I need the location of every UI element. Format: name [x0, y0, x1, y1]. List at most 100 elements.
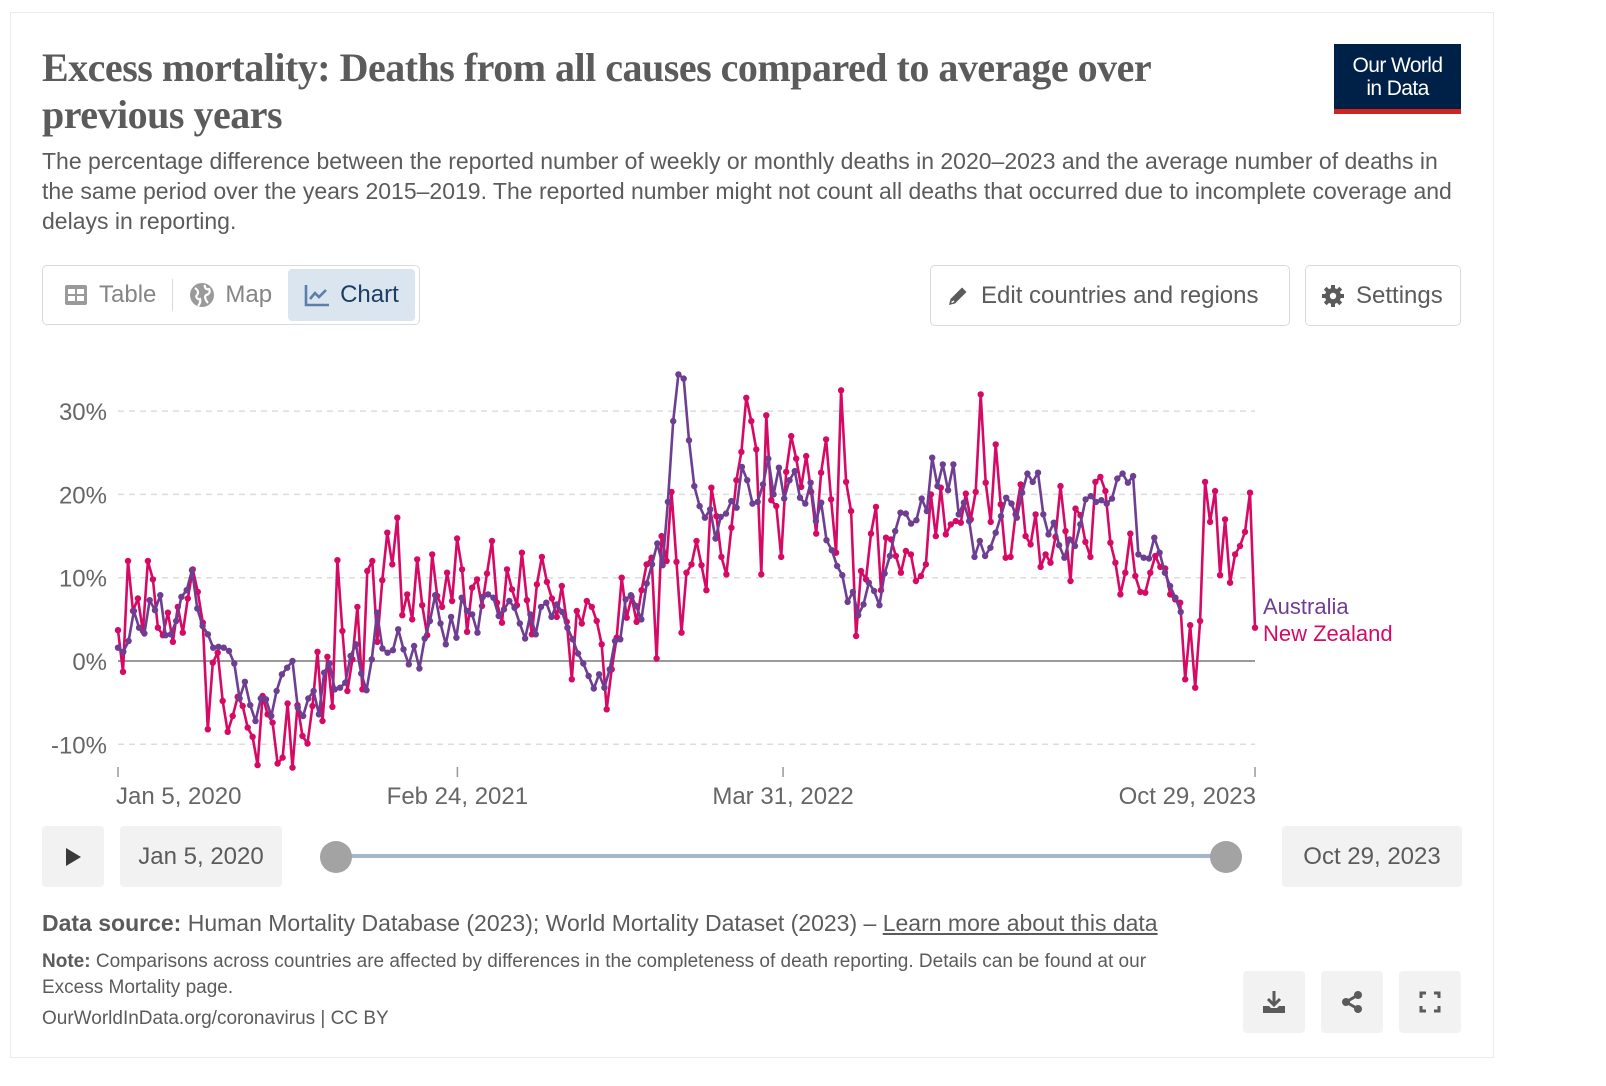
data-point[interactable] — [987, 518, 994, 526]
data-point[interactable] — [120, 648, 127, 655]
data-point[interactable] — [558, 608, 566, 616]
data-point[interactable] — [1066, 536, 1073, 543]
data-point[interactable] — [590, 685, 597, 692]
data-point[interactable] — [917, 572, 925, 580]
data-point[interactable] — [618, 574, 625, 581]
data-point[interactable] — [310, 687, 317, 695]
data-point[interactable] — [902, 547, 910, 555]
data-point[interactable] — [141, 630, 148, 637]
legend-label-australia[interactable]: Australia — [1263, 594, 1349, 619]
data-point[interactable] — [1182, 676, 1189, 683]
data-point[interactable] — [827, 496, 835, 503]
data-point[interactable] — [1137, 588, 1144, 596]
data-point[interactable] — [220, 644, 227, 651]
data-point[interactable] — [209, 659, 216, 666]
data-point[interactable] — [658, 532, 665, 540]
data-point[interactable] — [907, 551, 915, 558]
data-point[interactable] — [743, 394, 750, 401]
edit-countries-button[interactable]: Edit countries and regions — [930, 265, 1290, 326]
data-point[interactable] — [1042, 551, 1049, 558]
data-point[interactable] — [144, 557, 152, 565]
data-point[interactable] — [1002, 554, 1009, 561]
data-point[interactable] — [1062, 527, 1069, 535]
data-point[interactable] — [543, 578, 551, 586]
data-point[interactable] — [962, 490, 969, 497]
data-point[interactable] — [1029, 478, 1036, 486]
data-point[interactable] — [733, 477, 740, 484]
tab-table[interactable]: Table — [47, 269, 172, 321]
data-point[interactable] — [405, 661, 412, 668]
data-point[interactable] — [923, 507, 931, 515]
data-point[interactable] — [1211, 487, 1219, 495]
data-point[interactable] — [249, 733, 256, 740]
data-point[interactable] — [876, 602, 883, 609]
data-point[interactable] — [1172, 594, 1179, 601]
data-point[interactable] — [463, 607, 471, 615]
data-point[interactable] — [872, 503, 880, 511]
data-point[interactable] — [236, 695, 243, 702]
data-point[interactable] — [997, 501, 1004, 508]
data-point[interactable] — [633, 618, 640, 625]
data-point[interactable] — [1107, 539, 1114, 546]
data-point[interactable] — [738, 463, 746, 471]
data-point[interactable] — [394, 514, 401, 521]
data-point[interactable] — [907, 520, 915, 527]
data-point[interactable] — [225, 647, 233, 655]
data-point[interactable] — [395, 626, 402, 633]
data-point[interactable] — [778, 553, 785, 561]
data-point[interactable] — [722, 510, 730, 517]
data-point[interactable] — [1206, 518, 1214, 526]
data-point[interactable] — [503, 566, 511, 573]
data-point[interactable] — [410, 642, 418, 650]
data-point[interactable] — [573, 607, 580, 615]
data-point[interactable] — [284, 664, 291, 671]
data-point[interactable] — [379, 645, 386, 652]
data-point[interactable] — [1007, 553, 1014, 561]
data-point[interactable] — [498, 619, 506, 626]
data-point[interactable] — [447, 613, 455, 621]
data-point[interactable] — [1055, 542, 1063, 549]
data-point[interactable] — [693, 537, 700, 545]
data-point[interactable] — [723, 571, 730, 578]
data-point[interactable] — [409, 616, 416, 623]
data-point[interactable] — [426, 617, 434, 625]
data-point[interactable] — [484, 591, 492, 598]
data-point[interactable] — [373, 609, 381, 616]
data-point[interactable] — [1045, 531, 1052, 538]
data-point[interactable] — [379, 577, 386, 584]
data-point[interactable] — [796, 494, 804, 501]
data-point[interactable] — [857, 567, 865, 575]
data-point[interactable] — [1040, 511, 1047, 518]
data-point[interactable] — [678, 629, 685, 636]
data-point[interactable] — [1022, 532, 1029, 540]
data-point[interactable] — [279, 754, 286, 761]
data-point[interactable] — [358, 670, 365, 677]
data-point[interactable] — [828, 547, 835, 554]
data-point[interactable] — [558, 582, 565, 590]
data-point[interactable] — [1047, 559, 1054, 566]
data-point[interactable] — [839, 572, 846, 579]
data-point[interactable] — [363, 687, 370, 694]
data-point[interactable] — [527, 611, 534, 618]
data-point[interactable] — [813, 530, 820, 537]
data-point[interactable] — [1057, 482, 1064, 490]
data-point[interactable] — [1102, 487, 1109, 495]
data-point[interactable] — [518, 549, 526, 556]
series-line[interactable] — [116, 388, 1257, 769]
data-point[interactable] — [929, 454, 936, 461]
data-point[interactable] — [399, 612, 406, 619]
data-point[interactable] — [763, 412, 770, 419]
data-point[interactable] — [754, 498, 761, 506]
data-point[interactable] — [569, 636, 576, 643]
data-point[interactable] — [336, 684, 344, 691]
data-point[interactable] — [437, 620, 444, 627]
data-point[interactable] — [219, 697, 226, 705]
data-point[interactable] — [164, 609, 172, 616]
data-point[interactable] — [768, 497, 775, 504]
data-point[interactable] — [717, 513, 724, 521]
data-point[interactable] — [1231, 551, 1239, 558]
data-point[interactable] — [912, 577, 920, 585]
data-point[interactable] — [389, 561, 396, 568]
data-point[interactable] — [773, 502, 780, 510]
data-point[interactable] — [204, 631, 212, 638]
